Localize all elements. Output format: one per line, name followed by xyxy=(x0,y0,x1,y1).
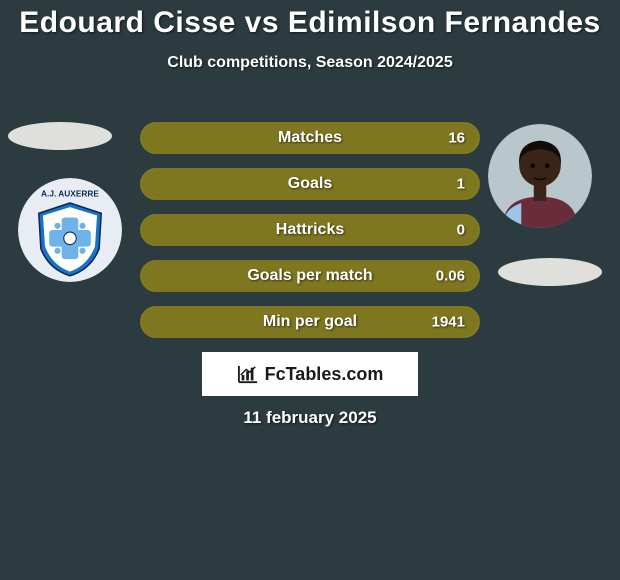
stat-label: Goals per match xyxy=(247,267,372,285)
player-avatar-icon xyxy=(488,124,592,228)
stat-row: Goals per match 0.06 xyxy=(140,260,480,292)
stat-rows: Matches 16 Goals 1 Hattricks 0 Goals per match… xyxy=(140,122,480,352)
stat-value-right: 0 xyxy=(457,222,465,239)
stat-row: Matches 16 xyxy=(140,122,480,154)
brand-text: FcTables.com xyxy=(265,364,384,385)
stat-value-right: 0.06 xyxy=(436,268,465,285)
stat-value-right: 16 xyxy=(448,130,465,147)
stat-row: Min per goal 1941 xyxy=(140,306,480,338)
stat-label: Goals xyxy=(288,175,332,193)
stat-label: Matches xyxy=(278,129,342,147)
page-title: Edouard Cisse vs Edimilson Fernandes xyxy=(0,0,620,40)
club-badge-left: A.J. AUXERRE xyxy=(18,178,122,282)
club-right-ellipse xyxy=(498,258,602,286)
stat-value-right: 1 xyxy=(457,176,465,193)
stat-row: Goals 1 xyxy=(140,168,480,200)
chart-icon xyxy=(237,364,259,384)
player-left-ellipse xyxy=(8,122,112,150)
stat-value-right: 1941 xyxy=(432,314,465,331)
player-photo-right xyxy=(488,124,592,228)
stat-label: Min per goal xyxy=(263,313,357,331)
auxerre-badge-icon: A.J. AUXERRE xyxy=(18,178,122,282)
comparison-infographic: Edouard Cisse vs Edimilson Fernandes Clu… xyxy=(0,0,620,580)
brand-link[interactable]: FcTables.com xyxy=(202,352,418,396)
svg-text:A.J. AUXERRE: A.J. AUXERRE xyxy=(41,189,99,199)
date-line: 11 february 2025 xyxy=(0,408,620,428)
stat-label: Hattricks xyxy=(276,221,344,239)
stat-row: Hattricks 0 xyxy=(140,214,480,246)
page-subtitle: Club competitions, Season 2024/2025 xyxy=(0,54,620,72)
